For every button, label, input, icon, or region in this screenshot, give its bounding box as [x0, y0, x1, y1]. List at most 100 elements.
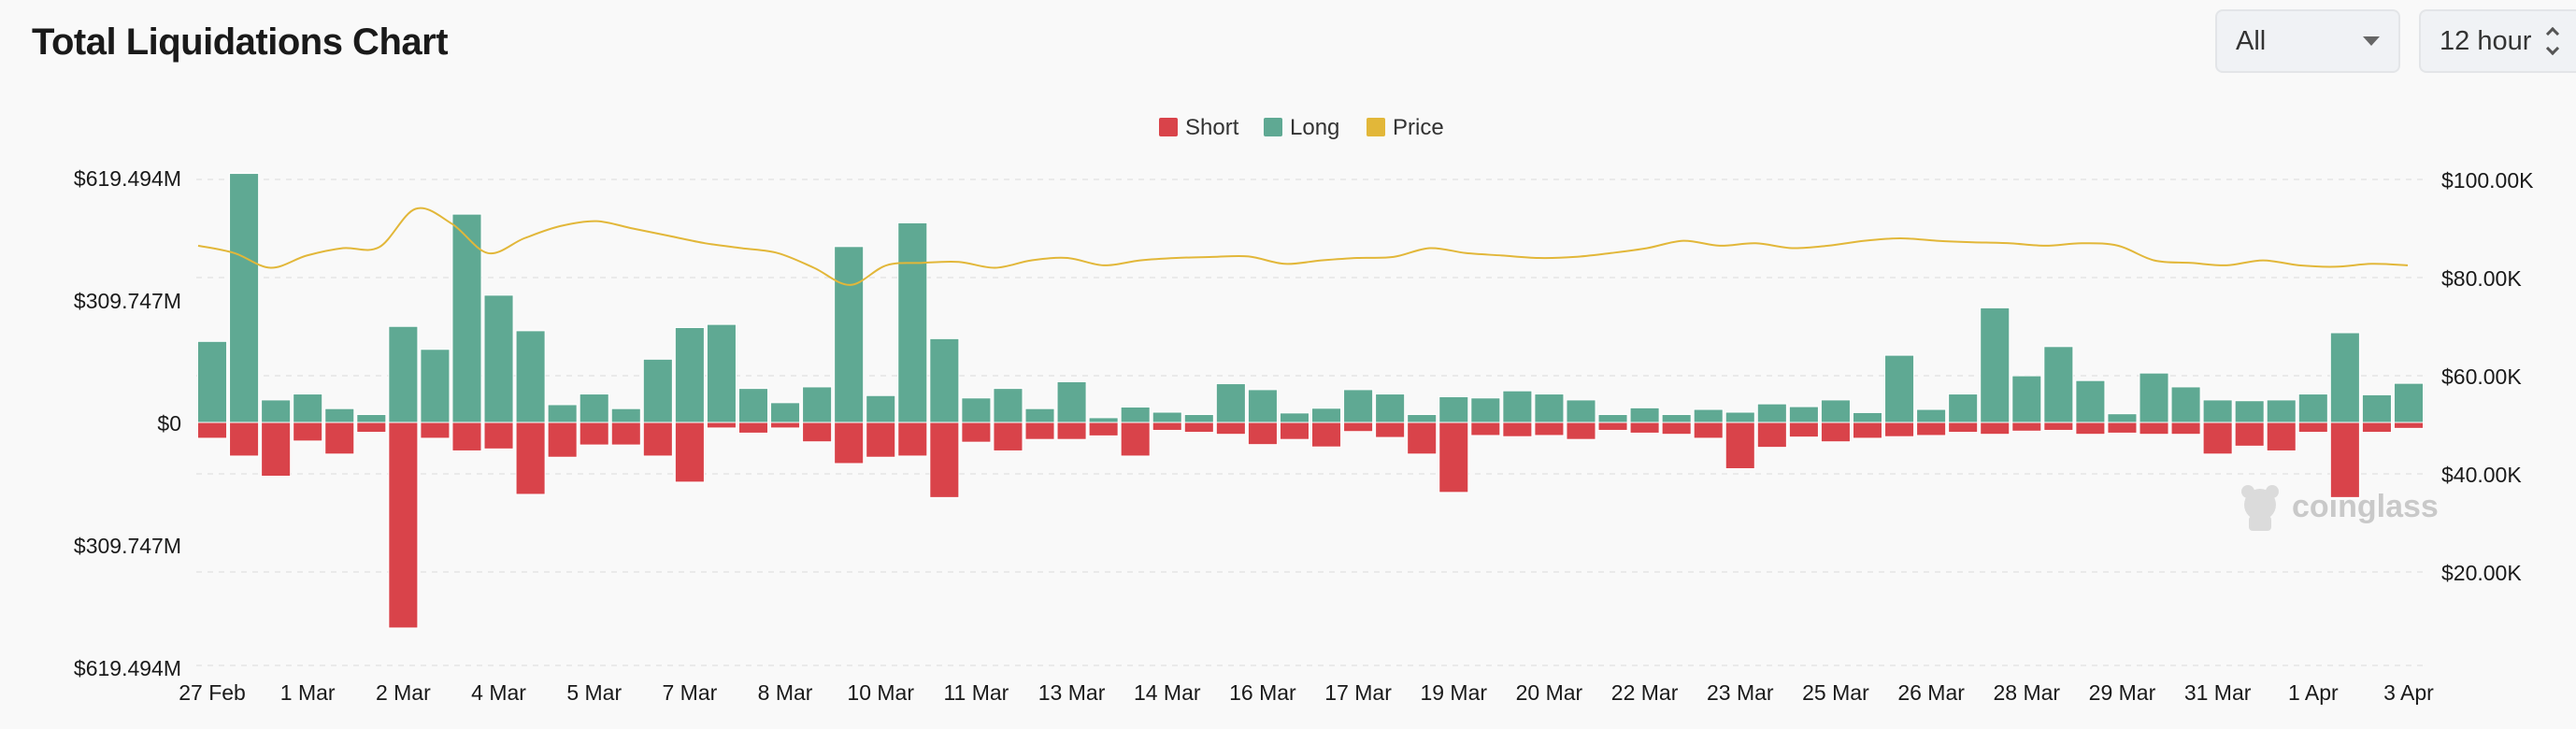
short-bar[interactable]	[1820, 422, 1851, 443]
short-bar[interactable]	[2107, 422, 2138, 434]
short-bar[interactable]	[929, 422, 960, 498]
long-bar[interactable]	[483, 294, 514, 423]
long-bar[interactable]	[2393, 382, 2424, 423]
long-bar[interactable]	[1884, 354, 1915, 423]
short-bar[interactable]	[1438, 422, 1469, 493]
legend-item-price[interactable]: Price	[1367, 115, 1444, 140]
short-bar[interactable]	[1375, 422, 1406, 438]
legend[interactable]: Short Long Price	[1159, 115, 1444, 140]
short-bar[interactable]	[1724, 422, 1755, 469]
short-bar[interactable]	[1534, 422, 1565, 436]
long-bar[interactable]	[1120, 407, 1151, 423]
long-bar[interactable]	[1916, 408, 1947, 423]
long-bar[interactable]	[1948, 393, 1979, 423]
short-bar[interactable]	[2266, 422, 2297, 451]
long-bar[interactable]	[834, 246, 865, 423]
short-bar[interactable]	[2329, 422, 2360, 498]
long-bar[interactable]	[2107, 413, 2138, 423]
short-bar[interactable]	[674, 422, 705, 483]
short-bar[interactable]	[770, 422, 801, 429]
long-bar[interactable]	[897, 222, 928, 423]
short-bar[interactable]	[706, 422, 737, 429]
long-bar[interactable]	[515, 330, 546, 423]
long-bar[interactable]	[2361, 393, 2392, 423]
long-bar[interactable]	[737, 388, 769, 423]
long-bar[interactable]	[993, 388, 1023, 423]
short-bar[interactable]	[993, 422, 1023, 451]
long-bar[interactable]	[1629, 407, 1660, 423]
short-bar[interactable]	[2202, 422, 2233, 455]
long-bar[interactable]	[2297, 393, 2328, 423]
long-bar[interactable]	[1056, 380, 1087, 423]
long-bar[interactable]	[1566, 399, 1596, 423]
long-bar[interactable]	[1470, 397, 1501, 423]
long-bar[interactable]	[1311, 407, 1342, 423]
short-bar[interactable]	[1948, 422, 1979, 434]
long-bar[interactable]	[2170, 386, 2201, 423]
short-bar[interactable]	[261, 422, 292, 478]
long-bar[interactable]	[2075, 379, 2106, 423]
short-bar[interactable]	[1247, 422, 1278, 446]
short-bar[interactable]	[1343, 422, 1374, 433]
long-bar[interactable]	[1852, 411, 1883, 423]
short-bar[interactable]	[1407, 422, 1438, 455]
short-bar[interactable]	[1756, 422, 1787, 449]
long-bar[interactable]	[1788, 406, 1819, 423]
long-bar[interactable]	[229, 173, 260, 423]
short-bar[interactable]	[1183, 422, 1214, 434]
short-bar[interactable]	[1056, 422, 1087, 440]
long-bar[interactable]	[547, 404, 578, 423]
long-bar[interactable]	[1407, 414, 1438, 423]
short-bar[interactable]	[897, 422, 928, 457]
short-bar[interactable]	[1088, 422, 1119, 436]
short-bar[interactable]	[579, 422, 609, 446]
long-bar[interactable]	[2043, 346, 2074, 423]
short-bar[interactable]	[2043, 422, 2074, 431]
long-bar[interactable]	[2202, 399, 2233, 423]
long-bar[interactable]	[610, 407, 641, 423]
short-bar[interactable]	[483, 422, 514, 450]
short-bar[interactable]	[197, 422, 228, 439]
long-bar[interactable]	[197, 340, 228, 423]
short-bar[interactable]	[324, 422, 355, 455]
long-bar[interactable]	[1215, 383, 1246, 423]
long-bar[interactable]	[961, 397, 992, 423]
short-bar[interactable]	[388, 422, 419, 629]
long-bar[interactable]	[706, 323, 737, 423]
short-bar[interactable]	[834, 422, 865, 465]
long-bar[interactable]	[1279, 412, 1309, 423]
long-bar[interactable]	[1152, 411, 1182, 423]
long-bar[interactable]	[1534, 393, 1565, 423]
long-bar[interactable]	[388, 325, 419, 423]
long-bar[interactable]	[451, 213, 482, 423]
short-bar[interactable]	[2139, 422, 2169, 436]
short-bar[interactable]	[451, 422, 482, 451]
short-bar[interactable]	[1279, 422, 1309, 440]
long-bar[interactable]	[770, 402, 801, 423]
long-bar[interactable]	[1502, 390, 1533, 423]
long-bar[interactable]	[356, 414, 387, 423]
long-bar[interactable]	[2329, 332, 2360, 423]
long-bar[interactable]	[324, 407, 355, 423]
short-bar[interactable]	[1120, 422, 1151, 457]
short-bar[interactable]	[515, 422, 546, 495]
long-bar[interactable]	[1024, 407, 1055, 423]
short-bar[interactable]	[1693, 422, 1724, 439]
long-bar[interactable]	[2266, 399, 2297, 423]
short-bar[interactable]	[1884, 422, 1915, 437]
short-bar[interactable]	[737, 422, 769, 434]
short-bar[interactable]	[1566, 422, 1596, 440]
long-bar[interactable]	[1088, 417, 1119, 423]
short-bar[interactable]	[802, 422, 833, 443]
long-bar[interactable]	[2234, 400, 2265, 423]
short-bar[interactable]	[1215, 422, 1246, 436]
short-bar[interactable]	[2075, 422, 2106, 436]
long-bar[interactable]	[1820, 399, 1851, 423]
short-bar[interactable]	[293, 422, 323, 442]
short-bar[interactable]	[2234, 422, 2265, 447]
short-bar[interactable]	[1502, 422, 1533, 437]
short-bar[interactable]	[229, 422, 260, 457]
long-bar[interactable]	[579, 393, 609, 423]
short-bar[interactable]	[961, 422, 992, 443]
long-bar[interactable]	[1247, 389, 1278, 423]
